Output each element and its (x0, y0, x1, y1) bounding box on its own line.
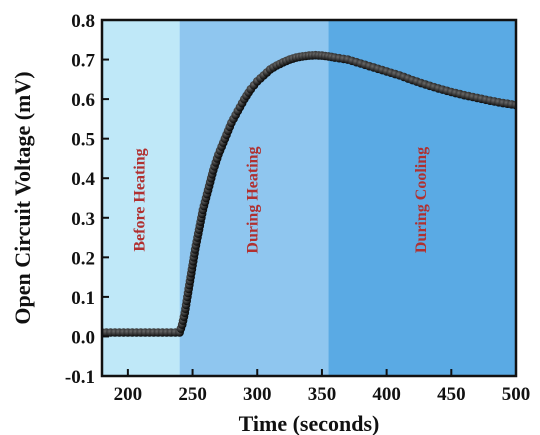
y-tick-label-8: 0.7 (71, 51, 95, 72)
x-tick-label-4: 400 (372, 384, 401, 405)
x-tick-label-1: 250 (178, 384, 207, 405)
x-tick-label-0: 200 (114, 384, 143, 405)
x-axis-title: Time (seconds) (239, 411, 380, 435)
region-labels: Before Heating During Heating During Cooli… (131, 146, 429, 253)
region-0-band (102, 20, 180, 376)
y-axis: -0.1 0.0 0.1 0.2 0.3 0.4 0.5 0.6 0.7 0.8 (65, 11, 109, 388)
y-tick-label-2: 0.1 (71, 288, 95, 309)
x-tick-label-6: 500 (502, 384, 531, 405)
x-tick-label-3: 350 (308, 384, 337, 405)
y-tick-label-9: 0.8 (71, 11, 95, 32)
data-points (102, 50, 516, 337)
region-1-label: During Heating (245, 146, 262, 253)
x-tick-label-2: 300 (243, 384, 272, 405)
x-tick-label-5: 450 (437, 384, 466, 405)
region-2-label: During Cooling (413, 147, 430, 253)
shaded-regions (102, 20, 516, 376)
y-tick-label-1: 0.0 (71, 327, 95, 348)
x-axis: 200 250 300 350 400 450 500 (114, 369, 531, 405)
y-tick-label-5: 0.4 (71, 169, 95, 190)
y-tick-label-3: 0.2 (71, 248, 95, 269)
plot-frame (100, 18, 518, 378)
region-0-label: Before Heating (131, 148, 148, 251)
y-tick-label-7: 0.6 (71, 90, 95, 111)
y-axis-title: Open Circuit Voltage (mV) (10, 71, 35, 324)
y-tick-label-6: 0.5 (71, 130, 95, 151)
y-tick-label-4: 0.3 (71, 209, 95, 230)
y-tick-label-0: -0.1 (65, 367, 95, 388)
